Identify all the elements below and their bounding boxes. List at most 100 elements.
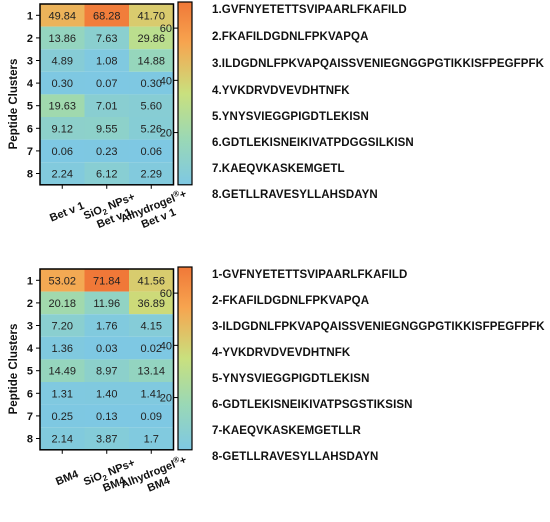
column-label-line1: BM4	[54, 468, 81, 488]
heatmap-cell	[84, 336, 129, 360]
row-tick-label: 2	[27, 33, 33, 45]
sequence-item: 6.GDTLEKISNEIKIVATPDGGSILKISN	[212, 137, 414, 149]
sequence-item: 1-GVFNYETETTSVIPAARLFKAFILD	[212, 269, 408, 281]
cell-value-label: 11.96	[93, 298, 120, 310]
sequence-item: 7-KAEQVKASKEMGETLLR	[212, 425, 361, 437]
cell-value-label: 0.06	[141, 146, 162, 158]
heatmap-cell	[40, 117, 85, 140]
heatmap-cell	[84, 382, 129, 405]
cell-value-label: 14.49	[48, 366, 76, 378]
heatmap-cell	[129, 162, 174, 185]
heatmap-cell	[84, 4, 129, 27]
row-tick-label: 7	[27, 411, 33, 423]
row-tick-label: 4	[27, 343, 34, 355]
heatmap-cell	[129, 359, 174, 382]
heatmap-cell	[84, 71, 129, 95]
cell-value-label: 49.84	[48, 10, 76, 22]
heatmap-cell	[40, 404, 85, 428]
cell-value-label: 1.40	[96, 388, 117, 400]
cell-value-label: 2.14	[52, 434, 73, 446]
sequence-item: 8-GETLLRAVESYLLAHSDAYN	[212, 451, 379, 463]
cell-value-label: 1.36	[52, 343, 73, 355]
row-tick-label: 3	[27, 321, 33, 333]
row-tick-label: 3	[27, 56, 33, 68]
cell-value-label: 41.56	[137, 275, 165, 287]
row-tick-label: 1	[27, 275, 33, 287]
cell-value-label: 4.15	[141, 321, 162, 333]
heatmap-cell	[129, 427, 174, 450]
heatmap-cell	[129, 26, 174, 50]
heatmap-cell	[40, 314, 85, 337]
column-tick-label: Bet v 1	[48, 200, 86, 225]
heatmap-cell	[40, 26, 85, 50]
cell-value-label: 1.76	[96, 321, 117, 333]
colorbar-tick-label: 40	[160, 75, 172, 87]
heatmap-cell	[40, 49, 85, 72]
heatmap-cell	[84, 162, 129, 185]
heatmap-cell	[84, 269, 129, 292]
heatmap-cell	[84, 404, 129, 428]
cell-value-label: 7.01	[96, 101, 117, 113]
heatmap-cell	[40, 162, 85, 185]
sequence-item: 4-YVKDRVDVEVDHTNFK	[212, 347, 351, 359]
cell-value-label: 2.24	[52, 169, 73, 181]
cell-value-label: 1.41	[141, 388, 162, 400]
sequence-item: 2-FKAFILDGDNLFPKVAPQA	[212, 295, 370, 307]
colorbar	[177, 1, 193, 186]
cell-value-label: 68.28	[93, 10, 121, 22]
colorbar-tick-label: 40	[160, 340, 172, 352]
row-tick-label: 1	[27, 10, 33, 22]
heatmap-cell	[84, 314, 129, 337]
cell-value-label: 20.18	[48, 298, 76, 310]
cell-value-label: 0.02	[141, 343, 162, 355]
cell-value-label: 5.60	[141, 101, 162, 113]
heatmap-cell	[129, 117, 174, 140]
heatmap-cell	[129, 49, 174, 72]
cell-value-label: 4.89	[52, 56, 73, 68]
cell-value-label: 0.23	[96, 146, 117, 158]
cell-value-label: 53.02	[48, 275, 76, 287]
heatmap-cell	[129, 4, 174, 27]
cell-value-label: 3.87	[96, 434, 117, 446]
heatmap-cell	[40, 336, 85, 360]
heatmap-cell	[40, 269, 85, 292]
column-tick-label: BM4	[54, 468, 81, 488]
heatmap-cell	[40, 427, 85, 450]
colorbar	[177, 266, 193, 451]
cell-value-label: 5.26	[141, 123, 162, 135]
heatmap-cell	[129, 291, 174, 315]
cell-value-label: 6.12	[96, 169, 117, 181]
cell-value-label: 0.30	[141, 78, 162, 90]
heatmap-cell	[84, 139, 129, 163]
row-tick-label: 6	[27, 123, 33, 135]
sequence-item: 7.KAEQVKASKEMGETL	[212, 163, 345, 175]
cell-value-label: 1.7	[144, 434, 159, 446]
heatmap-cell	[129, 336, 174, 360]
heatmap-cell	[129, 314, 174, 337]
heatmap-cell	[129, 382, 174, 405]
cell-value-label: 13.86	[48, 33, 76, 45]
cell-value-label: 0.03	[96, 343, 117, 355]
row-tick-label: 4	[27, 78, 34, 90]
colorbar-tick-label: 20	[160, 393, 172, 405]
cell-value-label: 14.88	[137, 56, 165, 68]
column-label-line1: Bet v 1	[48, 200, 86, 225]
cell-value-label: 13.14	[137, 366, 165, 378]
sequence-item: 3.ILDGDNLFPKVAPQAISSVENIEGNGGPGTIKKISFPE…	[212, 58, 545, 70]
row-tick-label: 7	[27, 146, 33, 158]
cell-value-label: 8.97	[96, 366, 117, 378]
sequence-item: 3-ILDGDNLFPKVAPQAISSVENIEGNGGPGTIKKISFPE…	[212, 321, 545, 333]
cell-value-label: 7.63	[96, 33, 117, 45]
colorbar-tick-label: 20	[160, 128, 172, 140]
heatmap-cell	[84, 49, 129, 72]
heatmap-cell	[40, 94, 85, 117]
sequence-item: 5.YNYSVIEGGPIGDTLEKISN	[212, 111, 369, 123]
heatmap-cell	[84, 359, 129, 382]
cell-value-label: 2.29	[141, 169, 162, 181]
cell-value-label: 36.89	[137, 298, 165, 310]
sequence-item: 5-YNYSVIEGGPIGDTLEKISN	[212, 373, 370, 385]
cell-value-label: 9.55	[96, 123, 117, 135]
row-tick-label: 8	[27, 169, 33, 181]
